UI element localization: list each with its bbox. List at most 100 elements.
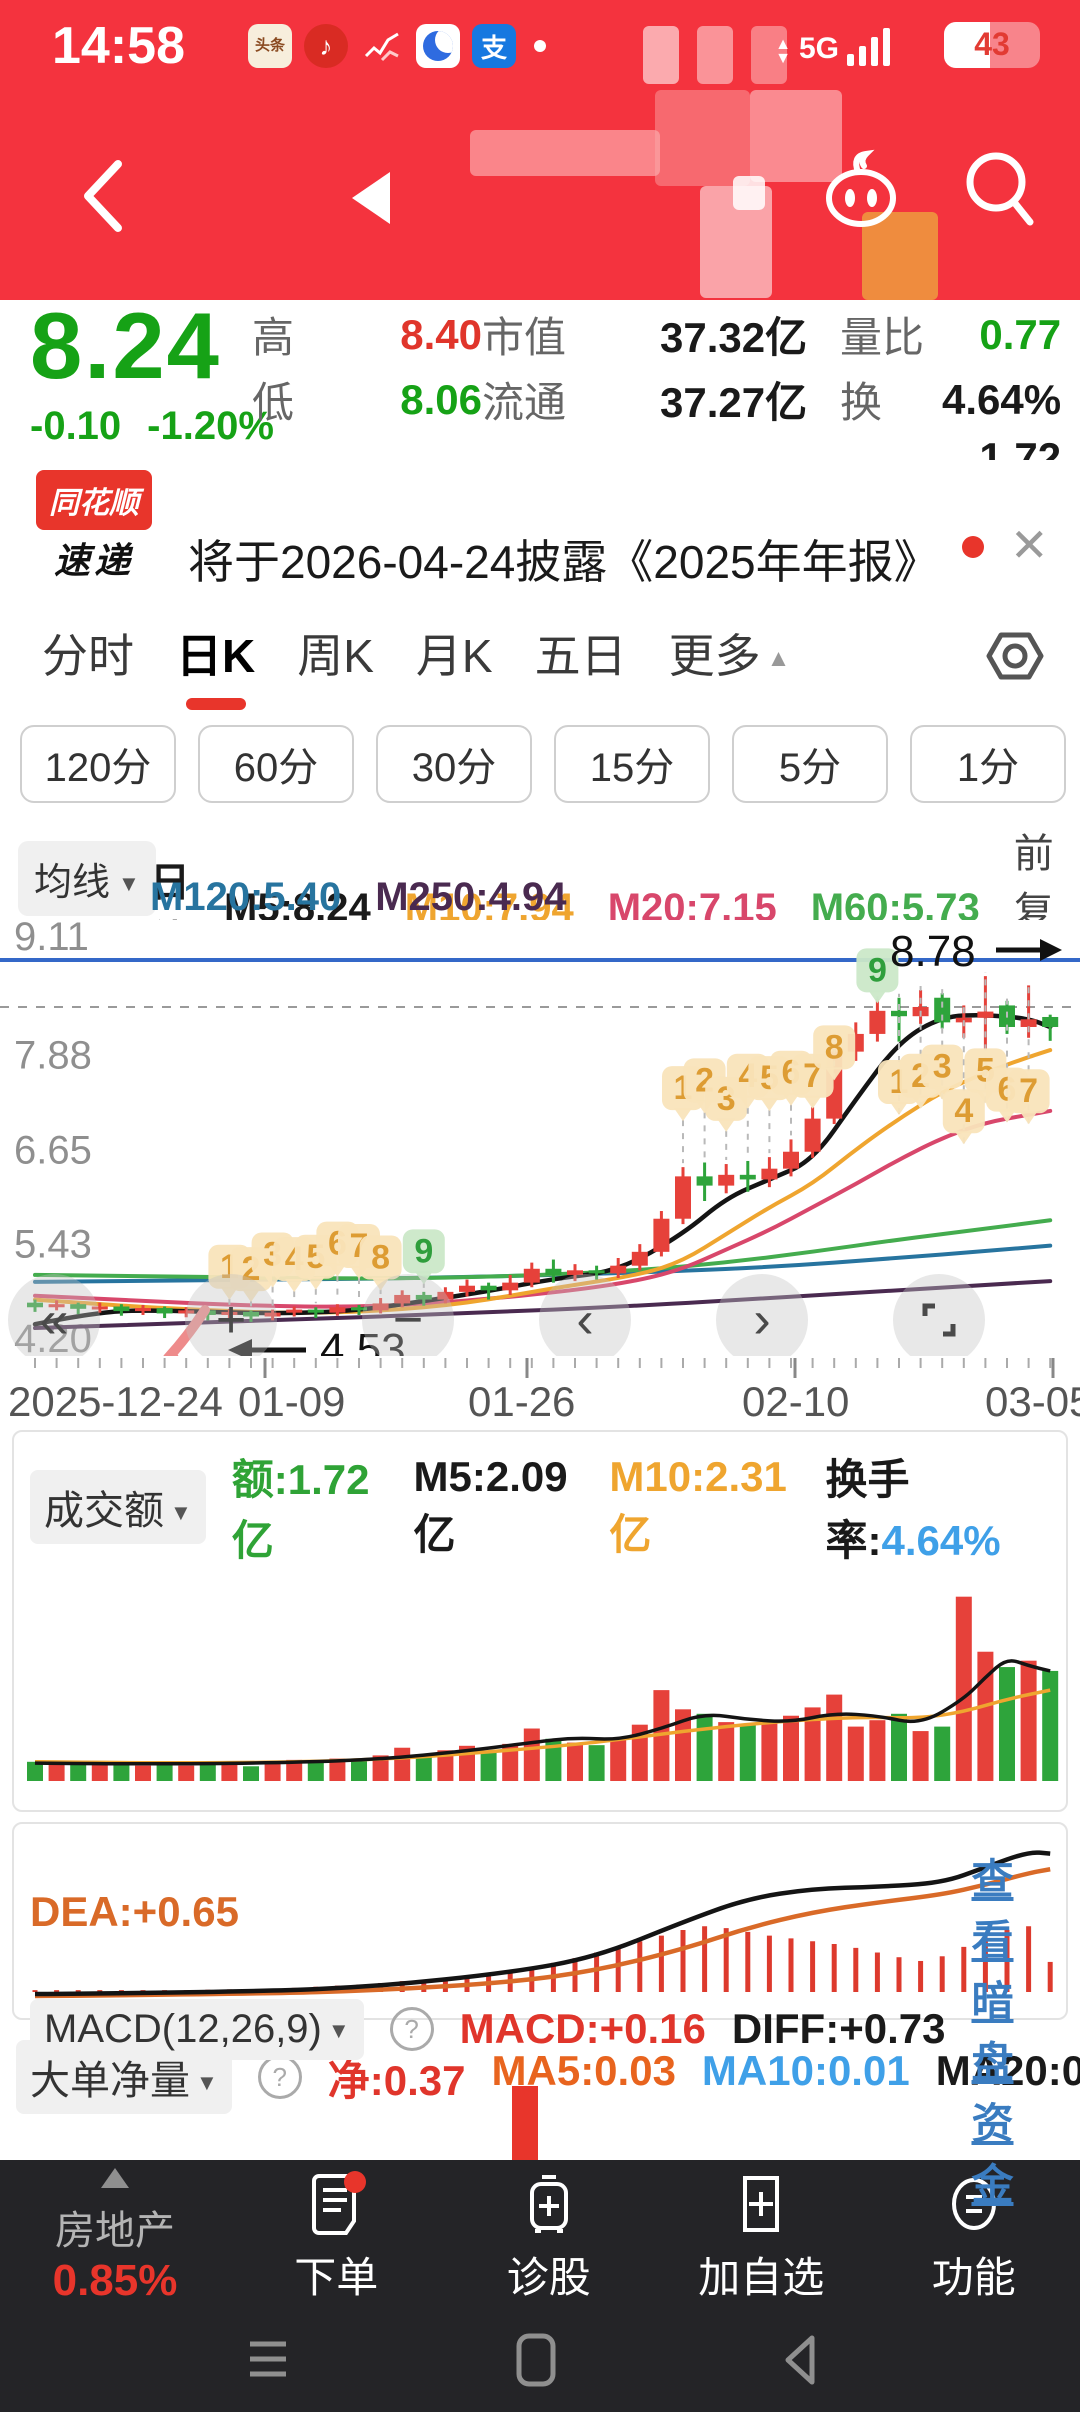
prev-stock-icon[interactable] <box>352 172 390 224</box>
battery-level: 43 <box>974 26 1010 62</box>
unread-dot <box>962 536 984 558</box>
scroll-left-button[interactable]: ‹ <box>539 1274 631 1366</box>
quote-value: 37.27亿 <box>660 379 808 426</box>
bottom-navigation: 房地产 0.85% 下单 <box>0 2160 1080 2412</box>
macd-pane[interactable]: MACD(12,26,9) ▼ ? MACD:+0.16 DIFF:+0.73 查看… <box>12 1822 1068 2208</box>
period-button-120分[interactable]: 120分 <box>20 724 176 803</box>
dadan-values: 净:0.37 MA5:0.03 MA10:0.01 MA20:0.00 <box>328 2047 1080 2108</box>
network-type: 5G <box>798 32 839 65</box>
quote-grid: 高8.40市值37.32亿量比0.77低8.06流通37.27亿换4.64%开8… <box>252 304 1062 540</box>
quote-label: 换 <box>840 379 883 426</box>
ma-value: M250:4.94 <box>375 875 567 919</box>
indicator-value: MACD:+0.16 <box>459 2005 706 2052</box>
x-axis-label: 02-10 <box>742 1378 850 1425</box>
tab-分时[interactable]: 分时 <box>42 630 134 682</box>
close-icon[interactable]: ✕ <box>1010 519 1049 571</box>
tab-更多[interactable]: 更多 ▲ <box>668 630 791 682</box>
nav-features-button[interactable]: 功能 <box>868 2160 1080 2310</box>
redacted-block <box>862 212 938 300</box>
assistant-robot-icon[interactable] <box>822 146 900 232</box>
sector-name: 房地产 <box>55 2209 175 2253</box>
quote-label: 量比 <box>840 314 925 361</box>
battery-icon: 43 <box>944 22 1040 68</box>
svg-text:9: 9 <box>868 951 887 989</box>
app-header <box>0 90 1080 300</box>
macd-indicator-button[interactable]: MACD(12,26,9) ▼ <box>30 1998 364 2060</box>
zoom-in-button[interactable]: + <box>185 1274 277 1366</box>
change-percent: -1.20% <box>147 404 274 448</box>
zoom-out-button[interactable]: − <box>362 1274 454 1366</box>
svg-text:6.65: 6.65 <box>14 1128 92 1172</box>
indicator-value: 额:1.72亿 <box>231 1456 370 1564</box>
tab-五日[interactable]: 五日 <box>534 630 627 682</box>
redacted-block <box>750 90 842 182</box>
period-button-30分[interactable]: 30分 <box>376 724 532 803</box>
back-icon[interactable] <box>80 158 124 234</box>
quote-value: 8.06 <box>400 375 482 423</box>
indicator-value: M5:2.09亿 <box>413 1452 568 1558</box>
svg-text:4.20: 4.20 <box>14 1317 92 1356</box>
notification-icons: 头条 ♪ 支 <box>248 24 546 68</box>
macd-header: MACD(12,26,9) ▼ ? MACD:+0.16 DIFF:+0.73 查看… <box>14 1832 1066 2212</box>
notification-dot <box>534 40 546 52</box>
redacted-block <box>733 176 765 210</box>
volume-indicator-button[interactable]: 成交额 ▼ <box>30 1470 206 1544</box>
home-icon[interactable] <box>508 2328 564 2392</box>
ma-legend: 均线▼ 日线M5:8.24M10:7.94M20:7.15M60:5.73前复权… <box>0 815 1080 992</box>
nav-add-watchlist-button[interactable]: 加自选 <box>655 2160 868 2310</box>
news-banner[interactable]: 同花顺 速递 将于2026-04-24披露《2025年年报》 ✕ <box>0 460 1080 602</box>
period-button-1分[interactable]: 1分 <box>910 724 1066 803</box>
indicator-value: 净:0.37 <box>327 2056 466 2104</box>
music-icon: ♪ <box>304 24 348 68</box>
x-axis-label: 01-26 <box>468 1378 576 1425</box>
features-icon <box>951 2178 996 2230</box>
news-text[interactable]: 将于2026-04-24披露《2025年年报》 <box>188 536 940 588</box>
period-button-60分[interactable]: 60分 <box>198 724 354 803</box>
quote-value: 37.32亿 <box>660 314 808 361</box>
data-arrows-icon: ▲ ▼ <box>775 36 791 67</box>
redacted-block <box>751 26 787 84</box>
logo-bottom: 速递 <box>53 540 134 581</box>
x-axis-label: 2025-12-24 <box>8 1378 223 1425</box>
svg-text:9: 9 <box>414 1232 433 1270</box>
menu-icon[interactable] <box>240 2328 296 2392</box>
dark-pool-link[interactable]: 查看暗盘资金 <box>971 1856 1014 2208</box>
order-icon <box>312 2171 367 2235</box>
candlestick-chart[interactable]: 9.11 7.88 6.65 5.43 4.20 1 2 3 4 5 6 7 8 9 1 2 3 4 5 6 7 8 9 1 2… <box>0 915 1080 1374</box>
scroll-left-fast-button[interactable]: « <box>8 1274 100 1366</box>
back-nav-icon[interactable] <box>772 2328 828 2392</box>
chevron-down-icon: ▼ <box>196 2070 218 2095</box>
kline-tabbar: 分时 日K 周K 月K 五日 更多 ▲ <box>0 600 1080 712</box>
indicator-value: MA5:0.03 <box>491 2046 676 2094</box>
ma-values-line2: M120:5.40 M250:4.94 <box>150 875 566 920</box>
period-button-15分[interactable]: 15分 <box>554 724 710 803</box>
network-indicator: ▲ ▼ 5G <box>775 26 890 67</box>
svg-text:8: 8 <box>825 1028 844 1066</box>
period-button-5分[interactable]: 5分 <box>732 724 888 803</box>
help-icon[interactable]: ? <box>389 2007 434 2051</box>
sector-quick-switch[interactable]: 房地产 0.85% <box>0 2160 230 2310</box>
tab-月K[interactable]: 月K <box>415 630 493 682</box>
redacted-block <box>697 26 733 84</box>
logo-top: 同花顺 <box>36 470 152 530</box>
fullscreen-button[interactable] <box>893 1274 985 1366</box>
chart-settings-icon[interactable] <box>986 626 1044 686</box>
quote-label: 高 <box>252 314 295 361</box>
tab-日K[interactable]: 日K <box>176 620 255 692</box>
change-value: -0.10 <box>30 404 122 448</box>
search-icon[interactable] <box>962 148 1038 230</box>
indicator-value: M10:2.31亿 <box>609 1452 787 1558</box>
tab-周K[interactable]: 周K <box>297 630 374 682</box>
quote-label: 低 <box>252 379 295 426</box>
quote-label: 流通 <box>482 379 567 426</box>
scroll-right-button[interactable]: › <box>716 1274 808 1366</box>
nav-order-button[interactable]: 下单 <box>230 2160 443 2310</box>
ma-selector-button[interactable]: 均线 ▼ <box>18 841 156 916</box>
add-watchlist-icon <box>743 2176 780 2232</box>
volume-pane[interactable]: 成交额 ▼ 额:1.72亿 M5:2.09亿 M10:2.31亿 换手率:4.64% <box>12 1430 1068 1812</box>
quote-value: 0.77 <box>979 310 1062 358</box>
price-change: -0.10 -1.20% <box>30 404 274 449</box>
nav-diagnose-button[interactable]: 诊股 <box>443 2160 656 2310</box>
x-axis-label: 03-05 <box>985 1378 1080 1425</box>
